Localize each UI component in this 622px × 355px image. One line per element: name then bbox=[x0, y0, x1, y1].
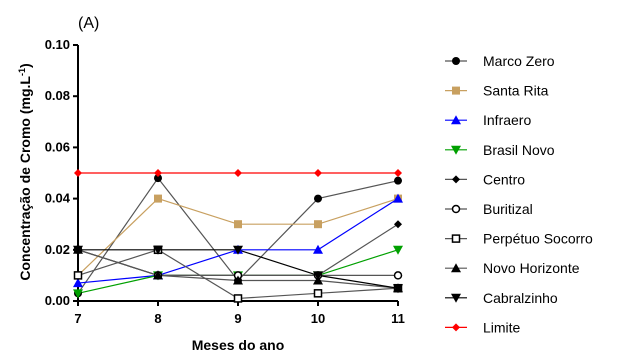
data-point-cabralzinho bbox=[73, 245, 83, 255]
data-point-santa-rita bbox=[234, 220, 242, 229]
data-point-limite bbox=[154, 169, 162, 177]
y-tick-label: 0.06 bbox=[45, 139, 70, 154]
y-axis-title-text: Concentração de Cromo (mg.L bbox=[17, 76, 33, 281]
data-point-novo-horizonte bbox=[153, 270, 163, 280]
data-point-limite bbox=[314, 169, 322, 177]
legend-label: Brasil Novo bbox=[483, 142, 555, 158]
data-point-cabralzinho bbox=[233, 245, 243, 255]
y-axis-title-exponent: -1 bbox=[17, 68, 27, 76]
data-point-buritizal bbox=[393, 271, 403, 280]
y-tick-label: 0.00 bbox=[45, 293, 70, 308]
legend-item-buritizal: Buritizal bbox=[445, 201, 533, 217]
data-point-brasil-novo bbox=[393, 245, 403, 255]
x-tick-label: 9 bbox=[234, 311, 241, 326]
panel-label: (A) bbox=[78, 15, 99, 32]
legend-item-limite: Limite bbox=[445, 319, 521, 335]
legend-label: Infraero bbox=[483, 112, 531, 128]
legend-swatch-marker bbox=[452, 86, 460, 95]
legend-label: Santa Rita bbox=[483, 83, 549, 99]
y-tick-label: 0.02 bbox=[45, 242, 70, 257]
legend-item-santa-rita: Santa Rita bbox=[445, 83, 549, 99]
legend-swatch-marker bbox=[452, 175, 460, 184]
legend-label: Novo Horizonte bbox=[483, 260, 580, 276]
data-point-infraero bbox=[393, 193, 403, 203]
x-axis-title: Meses do ano bbox=[192, 337, 285, 353]
data-point-santa-rita bbox=[314, 220, 322, 229]
legend-item-perpetuo-socorro: Perpétuo Socorro bbox=[445, 231, 593, 247]
axes: 0.00 0.02 0.04 0.06 0.08 0.10 7 8 9 10 11 bbox=[45, 37, 405, 326]
legend-swatch-marker bbox=[451, 204, 461, 214]
legend-swatch-marker bbox=[452, 57, 460, 65]
data-point-marco-zero bbox=[314, 194, 322, 203]
data-point-infraero bbox=[73, 278, 83, 288]
y-tick-label: 0.04 bbox=[45, 191, 71, 206]
legend-swatch-marker bbox=[451, 234, 461, 243]
data-point-limite bbox=[74, 169, 82, 177]
legend-swatch-marker bbox=[451, 293, 461, 303]
legend-item-cabralzinho: Cabralzinho bbox=[445, 290, 558, 306]
legend-label: Marco Zero bbox=[483, 53, 555, 69]
legend-item-centro: Centro bbox=[445, 171, 525, 187]
data-point-infraero bbox=[313, 244, 323, 254]
legend-label: Cabralzinho bbox=[483, 290, 558, 306]
x-tick-label: 11 bbox=[391, 311, 405, 326]
legend-label: Buritizal bbox=[483, 201, 533, 217]
series-markers bbox=[73, 169, 403, 303]
legend-label: Centro bbox=[483, 171, 525, 187]
series-line-infraero bbox=[77, 198, 399, 284]
legend-swatch-marker bbox=[451, 145, 461, 155]
data-point-brasil-novo bbox=[73, 289, 83, 299]
data-point-marco-zero bbox=[154, 174, 162, 183]
legend-label: Limite bbox=[483, 319, 521, 335]
legend-label: Perpétuo Socorro bbox=[483, 231, 593, 247]
y-tick-label: 0.08 bbox=[45, 88, 70, 103]
data-point-novo-horizonte bbox=[233, 275, 243, 285]
data-point-limite bbox=[234, 169, 242, 177]
legend: Marco Zero Santa Rita Infraero Brasil Novo C… bbox=[445, 53, 593, 335]
data-point-limite bbox=[394, 169, 402, 177]
data-point-perpetuo-socorro bbox=[73, 271, 83, 280]
data-point-cabralzinho bbox=[313, 271, 323, 281]
y-axis-title-close: ) bbox=[17, 63, 33, 68]
legend-item-marco-zero: Marco Zero bbox=[445, 53, 555, 69]
series-line-santa-rita bbox=[77, 197, 399, 276]
y-tick-label: 0.10 bbox=[45, 37, 70, 52]
data-point-santa-rita bbox=[154, 194, 162, 203]
x-tick-label: 8 bbox=[154, 311, 161, 326]
data-point-cabralzinho bbox=[153, 245, 163, 255]
x-tick-label: 10 bbox=[311, 311, 325, 326]
legend-item-novo-horizonte: Novo Horizonte bbox=[445, 260, 580, 276]
legend-item-brasil-novo: Brasil Novo bbox=[445, 142, 555, 158]
data-point-cabralzinho bbox=[393, 284, 403, 294]
legend-swatch-marker bbox=[452, 323, 460, 332]
data-point-centro bbox=[394, 220, 402, 229]
data-point-marco-zero bbox=[394, 176, 402, 185]
x-tick-label: 7 bbox=[74, 311, 81, 326]
legend-swatch-marker bbox=[451, 115, 461, 125]
legend-item-infraero: Infraero bbox=[445, 112, 531, 128]
y-axis-title: Concentração de Cromo (mg.L-1) bbox=[17, 63, 33, 280]
data-point-perpetuo-socorro bbox=[313, 289, 323, 298]
legend-swatch-marker bbox=[451, 263, 461, 273]
data-point-perpetuo-socorro bbox=[233, 294, 243, 303]
